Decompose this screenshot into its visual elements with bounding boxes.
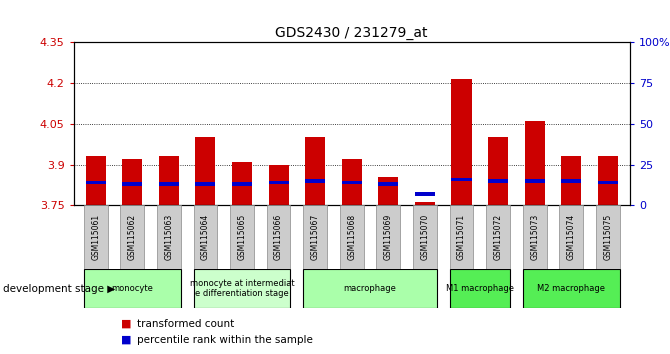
Bar xyxy=(413,205,437,269)
Text: GSM115073: GSM115073 xyxy=(530,214,539,260)
Text: GSM115061: GSM115061 xyxy=(91,214,100,260)
Bar xyxy=(157,205,181,269)
Bar xyxy=(86,156,106,205)
Bar xyxy=(598,181,618,184)
Bar xyxy=(84,205,108,269)
Bar xyxy=(122,182,142,186)
Bar xyxy=(523,205,547,269)
Bar xyxy=(377,205,400,269)
Text: transformed count: transformed count xyxy=(137,319,234,329)
Bar xyxy=(561,156,582,205)
Text: GSM115074: GSM115074 xyxy=(567,214,576,260)
Bar xyxy=(194,269,291,308)
Text: GSM115068: GSM115068 xyxy=(347,214,356,260)
Text: GSM115075: GSM115075 xyxy=(604,214,612,260)
Bar xyxy=(342,181,362,184)
Text: GSM115062: GSM115062 xyxy=(128,214,137,260)
Text: ■: ■ xyxy=(121,319,135,329)
Text: GSM115065: GSM115065 xyxy=(237,214,247,260)
Bar xyxy=(305,137,325,205)
Bar xyxy=(488,137,508,205)
Bar xyxy=(488,179,508,183)
Bar xyxy=(340,205,364,269)
Text: GSM115069: GSM115069 xyxy=(384,214,393,260)
Bar xyxy=(452,177,472,181)
Bar xyxy=(379,182,399,186)
Bar xyxy=(194,205,217,269)
Bar xyxy=(525,121,545,205)
Bar xyxy=(559,205,583,269)
Text: development stage ▶: development stage ▶ xyxy=(3,284,116,293)
Bar xyxy=(598,156,618,205)
Bar xyxy=(159,156,179,205)
Text: ■: ■ xyxy=(121,335,135,345)
Bar xyxy=(122,159,142,205)
Text: monocyte at intermediat
e differentiation stage: monocyte at intermediat e differentiatio… xyxy=(190,279,294,298)
Bar xyxy=(121,205,144,269)
Bar xyxy=(196,137,216,205)
Bar xyxy=(304,205,327,269)
Bar xyxy=(486,205,510,269)
Bar xyxy=(84,269,181,308)
Bar xyxy=(342,159,362,205)
Text: percentile rank within the sample: percentile rank within the sample xyxy=(137,335,314,345)
Title: GDS2430 / 231279_at: GDS2430 / 231279_at xyxy=(275,26,428,40)
Text: M2 macrophage: M2 macrophage xyxy=(537,284,605,293)
Text: GSM115072: GSM115072 xyxy=(494,214,502,260)
Bar xyxy=(415,202,435,205)
Text: GSM115067: GSM115067 xyxy=(311,214,320,260)
Bar xyxy=(269,181,289,184)
Bar xyxy=(523,269,620,308)
Text: GSM115064: GSM115064 xyxy=(201,214,210,260)
Text: GSM115063: GSM115063 xyxy=(164,214,174,260)
Bar xyxy=(86,181,106,184)
Bar xyxy=(525,179,545,183)
Bar xyxy=(196,182,216,186)
Bar xyxy=(596,205,620,269)
Text: macrophage: macrophage xyxy=(344,284,397,293)
Bar xyxy=(159,182,179,186)
Bar xyxy=(304,269,437,308)
Text: GSM115070: GSM115070 xyxy=(420,214,429,260)
Text: GSM115066: GSM115066 xyxy=(274,214,283,260)
Bar xyxy=(452,79,472,205)
Bar xyxy=(379,177,399,205)
Bar xyxy=(415,192,435,196)
Text: GSM115071: GSM115071 xyxy=(457,214,466,260)
Text: monocyte: monocyte xyxy=(111,284,153,293)
Bar xyxy=(267,205,291,269)
Bar xyxy=(561,179,582,183)
Bar xyxy=(305,179,325,183)
Bar xyxy=(450,205,474,269)
Bar xyxy=(232,162,252,205)
Text: M1 macrophage: M1 macrophage xyxy=(446,284,514,293)
Bar xyxy=(269,165,289,205)
Bar xyxy=(450,269,510,308)
Bar xyxy=(232,182,252,186)
Bar xyxy=(230,205,254,269)
